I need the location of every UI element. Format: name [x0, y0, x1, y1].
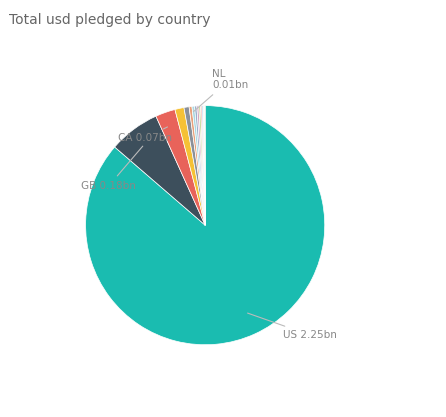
Wedge shape [175, 108, 205, 225]
Wedge shape [201, 106, 205, 225]
Wedge shape [189, 106, 205, 225]
Wedge shape [115, 116, 205, 225]
Wedge shape [203, 106, 205, 225]
Wedge shape [204, 106, 205, 225]
Text: NL
0.01bn: NL 0.01bn [194, 68, 248, 112]
Wedge shape [192, 106, 205, 225]
Wedge shape [197, 106, 205, 225]
Text: CA 0.07bn: CA 0.07bn [118, 127, 172, 143]
Text: US 2.25bn: US 2.25bn [248, 313, 336, 340]
Text: GB 0.18bn: GB 0.18bn [81, 146, 143, 191]
Text: Total usd pledged by country: Total usd pledged by country [9, 13, 211, 27]
Wedge shape [184, 107, 205, 225]
Wedge shape [199, 106, 205, 225]
Wedge shape [156, 110, 205, 225]
Wedge shape [202, 106, 205, 225]
Wedge shape [194, 106, 205, 225]
Wedge shape [86, 106, 325, 345]
